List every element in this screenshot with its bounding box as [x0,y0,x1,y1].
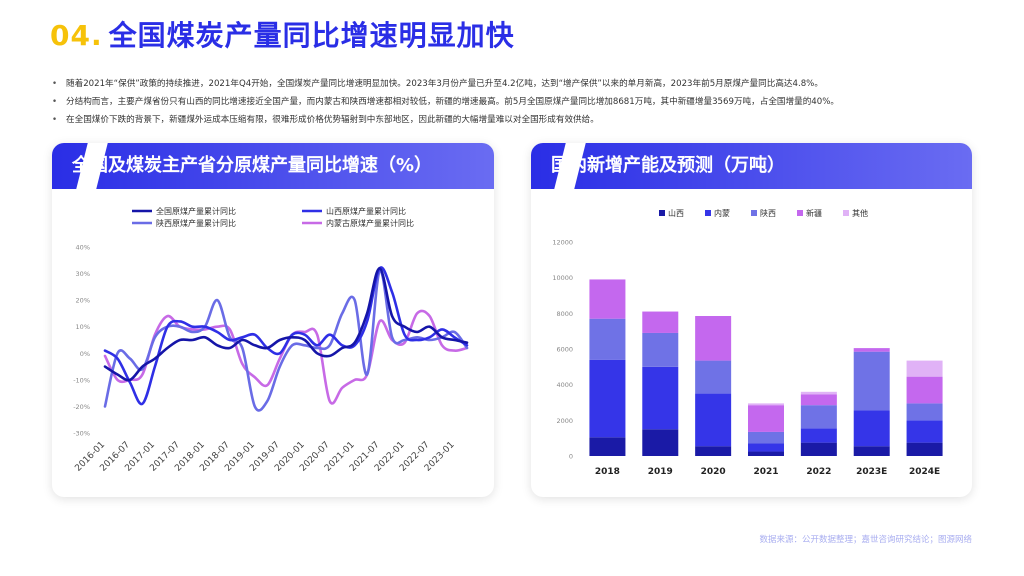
bar-segment [695,393,732,447]
legend-label: 全国原煤产量累计同比 [156,206,236,216]
bar-segment [695,316,732,361]
legend-swatch [751,210,757,216]
legend-swatch [659,210,665,216]
y-tick-label: 6000 [556,346,573,354]
y-tick-label: 30% [76,270,90,278]
legend-swatch [843,210,849,216]
legend-label: 内蒙 [714,208,730,218]
bar-segment [589,437,626,456]
x-category-label: 2022 [806,467,831,477]
x-category-label: 2023E [856,467,887,477]
legend-label: 新疆 [806,208,822,218]
bar-segment [642,429,679,456]
y-tick-label: 2000 [556,417,573,425]
bar-segment [800,442,837,456]
legend-label: 内蒙古原煤产量累计同比 [326,218,414,228]
y-tick-label: 0 [569,453,573,461]
y-tick-label: 8000 [556,310,573,318]
bar-chart-header: 国内新增产能及预测（万吨） [531,143,972,193]
section-number: 04. [50,19,103,52]
bar-segment [748,451,784,456]
bar-segment [589,318,626,360]
bar-segment [906,360,943,377]
legend-label: 其他 [852,208,868,218]
y-tick-label: 4000 [556,381,573,389]
bar-segment [800,405,837,429]
legend-label: 山西 [668,208,684,218]
series-line [103,309,469,405]
bar-chart-card: 国内新增产能及预测（万吨） 山西 内蒙 陕西 新疆 其他 12000 10000 8000 60… [531,143,972,497]
bullet-item: 在全国煤价下跌的背景下，新疆煤外运成本压缩有限，很难形成价格优势辐射到中东部地区… [50,111,990,129]
legend-label: 陕西原煤产量累计同比 [156,218,236,228]
y-tick-label: 10000 [552,274,573,282]
series-line [103,266,469,406]
bar-segment [748,443,784,452]
y-tick-label: 40% [76,244,90,252]
bar-segment [642,311,679,333]
bar-segment [906,420,943,443]
bar-segment [589,279,626,319]
x-category-label: 2021 [753,467,778,477]
bullet-list: 随着2021年“保供”政策的持续推进，2021年Q4开始，全国煤炭产量同比增速明… [50,75,990,129]
bar-segment [853,348,890,352]
legend-swatch [797,210,803,216]
legend-label: 山西原煤产量累计同比 [326,206,406,216]
bullet-item: 随着2021年“保供”政策的持续推进，2021年Q4开始，全国煤炭产量同比增速明… [50,75,990,93]
bar-chart-title: 国内新增产能及预测（万吨） [551,155,785,176]
bar-segment [642,366,679,430]
x-category-label: 2018 [595,467,620,477]
x-category-label: 2024E [909,467,940,477]
y-tick-label: -10% [73,376,90,384]
line-chart-header: 全国及煤炭主产省分原煤产量同比增速（%） [52,143,494,193]
bar-segment [642,332,679,367]
bar-segment [906,376,943,404]
bar-segment [800,391,837,395]
bar-segment [695,360,732,394]
bar-segment [589,359,626,438]
x-category-label: 2020 [701,467,726,477]
y-tick-label: -20% [73,403,90,411]
bar-segment [695,446,732,456]
data-source: 数据来源：公开数据整理；嘉世咨询研究结论；图源网络 [759,535,972,545]
x-category-label: 2019 [648,467,673,477]
y-tick-label: -30% [73,430,90,438]
page-title-text: 全国煤炭产量同比增速明显加快 [108,19,515,52]
legend-swatch [705,210,711,216]
y-tick-label: 10% [76,323,90,331]
bar-segment [853,446,890,456]
bar-segment [748,405,784,432]
bar-segment [800,394,837,406]
bar-segment [906,442,943,456]
y-tick-label: 20% [76,297,90,305]
bar-segment [853,351,890,411]
page-title: 04. 全国煤炭产量同比增速明显加快 [50,14,515,54]
y-tick-label: 12000 [552,239,573,247]
series-line [103,266,469,382]
bar-segment [906,403,943,421]
bar-chart: 山西 内蒙 陕西 新疆 其他 12000 10000 8000 6000 4000 2000 0 201… [552,208,943,477]
bar-segment [748,403,784,406]
bar-segment [800,428,837,443]
bar-segment [853,410,890,447]
line-chart-card: 全国及煤炭主产省分原煤产量同比增速（%） 全国原煤产量累计同比 山西原煤产量累计同… [52,143,494,497]
bullet-item: 分结构而言，主要产煤省份只有山西的同比增速接近全国产量，而内蒙古和陕西增速都相对… [50,93,990,111]
line-chart-title: 全国及煤炭主产省分原煤产量同比增速（%） [72,155,433,176]
y-tick-label: 0% [80,350,90,358]
legend-label: 陕西 [760,208,776,218]
bar-segment [748,431,784,444]
